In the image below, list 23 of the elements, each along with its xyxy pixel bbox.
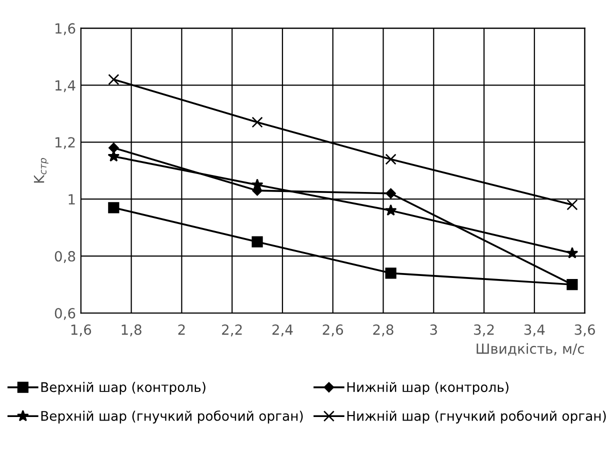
y-tick-label: 0,6 [54, 308, 76, 320]
legend-label: Нижній шар (контроль) [347, 382, 508, 395]
x-tick-label: 2,6 [322, 324, 344, 336]
legend-label: Верхній шар (гнучкий робочий орган) [41, 410, 303, 424]
x-tick-label: 1,6 [71, 324, 92, 336]
y-tick-label: 1,6 [55, 23, 76, 36]
x-tick-label: 3,2 [474, 324, 494, 336]
x-tick-label: 2,2 [222, 324, 242, 336]
legend-label: Нижній шар (гнучкий робочий орган) [347, 410, 606, 424]
x-tick-label: 3,4 [524, 324, 545, 336]
y-axis-title: K$_{стр}$ [34, 158, 48, 183]
x-tick-label: 3 [430, 324, 437, 335]
y-tick-label: 1,4 [55, 80, 76, 92]
legend-label: Верхній шар (контроль) [41, 382, 206, 395]
x-tick-label: 2,8 [373, 324, 394, 336]
x-tick-label: 2 [178, 324, 185, 335]
x-tick-label: 3,6 [574, 324, 595, 336]
y-tick-label: 0,8 [54, 251, 76, 263]
x-axis-title: Швидкість, м/с [476, 343, 584, 356]
x-tick-label: 2,4 [272, 324, 293, 336]
x-tick-label: 1,8 [122, 324, 142, 336]
y-tick-label: 1 [68, 194, 75, 204]
y-tick-label: 1,2 [55, 137, 75, 150]
